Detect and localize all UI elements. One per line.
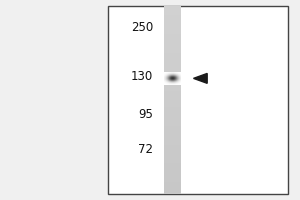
Bar xyxy=(164,11,181,13)
Bar xyxy=(164,135,181,138)
Bar xyxy=(164,74,181,77)
Bar xyxy=(164,159,181,161)
Bar xyxy=(164,62,181,65)
Bar xyxy=(164,119,181,121)
Bar xyxy=(164,100,181,102)
Bar xyxy=(164,121,181,124)
Bar xyxy=(164,187,181,189)
Bar xyxy=(164,109,181,112)
Bar xyxy=(164,48,181,51)
Bar xyxy=(164,131,181,133)
Bar xyxy=(164,112,181,114)
Bar xyxy=(164,116,181,119)
Bar xyxy=(164,67,181,69)
Bar xyxy=(164,60,181,62)
Bar xyxy=(164,86,181,88)
Bar xyxy=(164,58,181,60)
Bar xyxy=(164,69,181,72)
Bar xyxy=(164,93,181,95)
Bar xyxy=(164,18,181,20)
Text: 72: 72 xyxy=(138,143,153,156)
Bar xyxy=(164,32,181,34)
Bar xyxy=(164,25,181,27)
Bar xyxy=(164,46,181,48)
Bar xyxy=(164,192,181,194)
Bar xyxy=(164,76,181,79)
Bar xyxy=(164,154,181,156)
Bar xyxy=(164,149,181,152)
Bar xyxy=(164,145,181,147)
Bar xyxy=(164,161,181,163)
Bar xyxy=(164,72,181,74)
Bar xyxy=(164,189,181,192)
Bar xyxy=(164,107,181,109)
Bar xyxy=(164,37,181,39)
FancyBboxPatch shape xyxy=(108,6,288,194)
Bar xyxy=(164,156,181,159)
Bar xyxy=(164,15,181,18)
Text: 130: 130 xyxy=(131,70,153,83)
Text: 95: 95 xyxy=(138,108,153,121)
Bar xyxy=(164,81,181,84)
Bar xyxy=(164,84,181,86)
Bar xyxy=(164,152,181,154)
Bar xyxy=(164,27,181,29)
Bar xyxy=(164,173,181,175)
Polygon shape xyxy=(194,73,207,83)
Bar xyxy=(164,178,181,180)
Bar xyxy=(164,65,181,67)
Bar xyxy=(164,142,181,145)
Bar xyxy=(164,8,181,11)
Bar xyxy=(164,102,181,105)
Text: 250: 250 xyxy=(131,21,153,34)
Bar xyxy=(164,95,181,98)
Bar xyxy=(164,91,181,93)
Bar xyxy=(164,6,181,8)
Bar xyxy=(164,168,181,170)
Bar xyxy=(164,13,181,15)
Bar xyxy=(164,133,181,135)
Bar xyxy=(164,170,181,173)
Bar xyxy=(164,128,181,131)
Bar xyxy=(164,123,181,126)
Bar xyxy=(164,126,181,128)
Bar xyxy=(164,180,181,182)
Bar xyxy=(164,114,181,116)
Bar xyxy=(164,22,181,25)
Bar xyxy=(164,182,181,185)
Bar xyxy=(164,79,181,81)
Bar xyxy=(164,166,181,168)
Bar xyxy=(164,163,181,166)
Bar xyxy=(164,55,181,58)
Bar xyxy=(164,98,181,100)
Bar xyxy=(164,44,181,46)
Bar xyxy=(164,39,181,41)
Bar xyxy=(164,88,181,91)
Bar xyxy=(164,175,181,178)
Bar xyxy=(164,41,181,44)
Bar xyxy=(164,20,181,22)
Bar xyxy=(164,51,181,53)
Bar xyxy=(164,138,181,140)
Bar xyxy=(164,105,181,107)
Bar xyxy=(164,140,181,142)
Bar xyxy=(164,185,181,187)
Bar xyxy=(164,29,181,32)
Bar xyxy=(164,34,181,37)
Bar xyxy=(164,53,181,55)
Bar xyxy=(164,147,181,149)
